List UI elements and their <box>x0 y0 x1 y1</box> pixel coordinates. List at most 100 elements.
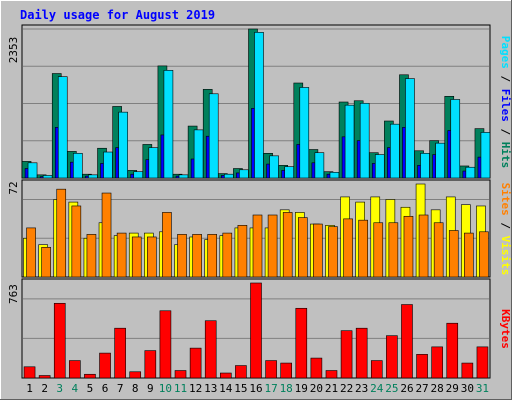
bar-sites-day-8 <box>131 236 142 278</box>
bar-kbytes-day-29 <box>446 322 459 379</box>
bar-kbytes-day-14 <box>220 372 232 379</box>
bar-sites-day-5 <box>86 234 97 278</box>
bar-pages-day-18 <box>284 166 294 179</box>
bar-pages-day-29 <box>450 99 461 179</box>
bar-kbytes-day-27 <box>416 354 428 379</box>
bar-pages-day-26 <box>405 78 415 179</box>
bar-pages-day-19 <box>299 87 310 179</box>
bar-sites-day-3 <box>56 188 67 278</box>
x-tick-label-20: 20 <box>310 382 323 395</box>
x-axis-day-labels: 1 2 3 4 5 6 7 8 9 10 11 12 13 14 15 16 17 18 19 20 21 22 23 24 2… <box>26 382 489 395</box>
bar-sites-day-28 <box>433 222 444 278</box>
x-tick-label-17: 17 <box>264 382 277 395</box>
bar-sites-day-12 <box>192 234 202 278</box>
legend-kbytes-text: KBytes <box>499 309 512 349</box>
bar-sites-day-15 <box>237 225 248 278</box>
x-tick-label-3: 3 <box>56 382 63 395</box>
bar-pages-day-10 <box>163 70 174 179</box>
bar-kbytes-day-8 <box>129 371 142 379</box>
x-tick-label-7: 7 <box>117 382 124 395</box>
bar-pages-day-17 <box>269 155 279 179</box>
bar-sites-day-7 <box>116 232 127 278</box>
bar-kbytes-day-19 <box>295 307 308 379</box>
bar-sites-day-26 <box>403 215 414 278</box>
panel-visits-sites: 72 Sites / Visits <box>7 179 512 278</box>
bar-pages-day-5 <box>88 174 98 179</box>
chart-title: Daily usage for August 2019 <box>20 8 215 22</box>
y-max-label-2: 72 <box>7 181 20 194</box>
x-tick-label-15: 15 <box>234 382 247 395</box>
bar-pages-day-8 <box>133 171 144 179</box>
bars-kbytes <box>23 282 489 379</box>
bar-kbytes-day-11 <box>174 370 187 379</box>
bar-kbytes-day-28 <box>431 346 443 379</box>
bar-kbytes-day-30 <box>461 362 474 379</box>
y-max-label-3: 763 <box>7 284 20 304</box>
x-tick-label-13: 13 <box>204 382 217 395</box>
bar-kbytes-day-25 <box>386 335 398 379</box>
bar-sites-day-6 <box>101 192 112 278</box>
legend-sites: Sites <box>499 183 512 216</box>
bar-pages-day-20 <box>314 152 325 179</box>
bar-pages-day-11 <box>178 174 189 179</box>
bar-kbytes-day-12 <box>189 347 202 379</box>
x-tick-label-26: 26 <box>400 382 413 395</box>
x-tick-label-8: 8 <box>132 382 139 395</box>
bar-sites-day-9 <box>147 236 157 278</box>
x-tick-label-21: 21 <box>325 382 338 395</box>
legend-separator-2: / <box>499 122 512 142</box>
bar-kbytes-day-31 <box>476 346 489 379</box>
x-tick-label-9: 9 <box>147 382 154 395</box>
x-tick-label-2: 2 <box>41 382 48 395</box>
bar-kbytes-day-9 <box>144 350 157 379</box>
bar-kbytes-day-16 <box>250 282 262 379</box>
legend-visits: Visits <box>499 236 512 276</box>
x-tick-label-4: 4 <box>72 382 79 395</box>
legend-hits: Hits <box>499 142 512 169</box>
x-tick-label-1: 1 <box>26 382 33 395</box>
bar-pages-day-22 <box>344 104 355 179</box>
bar-kbytes-day-18 <box>280 362 292 379</box>
x-tick-label-24: 24 <box>370 382 384 395</box>
bar-sites-day-19 <box>297 217 308 278</box>
panel-hits-files-pages: 2353 Pages / Files / Hits <box>7 24 512 179</box>
bar-sites-day-30 <box>464 232 474 278</box>
bar-pages-day-15 <box>239 169 249 179</box>
bar-pages-day-28 <box>435 142 445 179</box>
bar-pages-day-14 <box>224 173 234 179</box>
bar-sites-day-27 <box>418 214 429 278</box>
bars-visits-sites <box>23 183 489 278</box>
x-tick-label-11: 11 <box>174 382 187 395</box>
legend-visits-sites-text: Sites / Visits <box>499 183 512 276</box>
x-tick-label-19: 19 <box>295 382 308 395</box>
bar-pages-day-24 <box>374 154 385 179</box>
bar-pages-day-4 <box>73 153 83 179</box>
bar-sites-day-29 <box>448 230 459 278</box>
bar-sites-day-18 <box>282 212 293 278</box>
legend-visits-sites: Sites / Visits <box>499 183 512 276</box>
bar-sites-day-4 <box>71 205 82 278</box>
legend-pages: Pages <box>499 36 512 69</box>
bar-pages-day-9 <box>148 147 159 179</box>
bar-sites-day-25 <box>388 222 399 278</box>
bar-sites-day-14 <box>222 232 233 278</box>
bar-kbytes-day-4 <box>69 360 81 379</box>
bar-sites-day-21 <box>328 226 338 278</box>
bars-hits-files-pages <box>21 28 491 179</box>
x-tick-label-5: 5 <box>87 382 94 395</box>
bar-pages-day-27 <box>420 153 430 179</box>
bar-pages-day-31 <box>480 132 491 179</box>
bar-pages-day-23 <box>359 102 370 179</box>
bar-kbytes-day-24 <box>370 360 383 379</box>
bar-sites-day-20 <box>313 223 323 278</box>
y-max-label-1: 2353 <box>7 37 20 64</box>
bar-kbytes-day-21 <box>325 370 338 379</box>
bar-pages-day-30 <box>465 166 476 179</box>
panel-kbytes: 763 KBytes <box>7 278 512 379</box>
legend-separator-1: / <box>499 69 512 89</box>
bar-kbytes-day-3 <box>53 302 66 379</box>
bar-pages-day-25 <box>390 123 400 179</box>
bar-kbytes-day-5 <box>84 373 96 379</box>
bar-kbytes-day-1 <box>23 366 36 379</box>
